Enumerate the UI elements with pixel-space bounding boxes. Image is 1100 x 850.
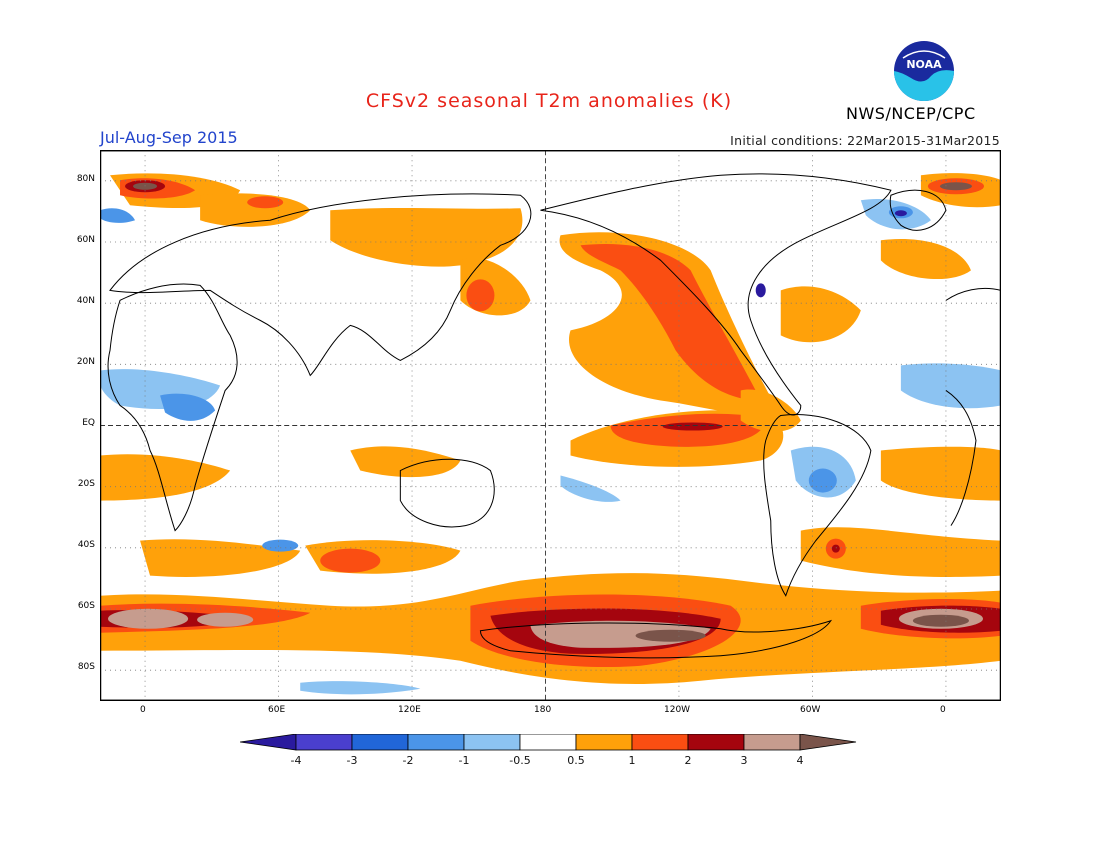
forecast-period: Jul-Aug-Sep 2015 bbox=[100, 128, 238, 147]
lon-label: 60E bbox=[268, 705, 286, 715]
initial-conditions: Initial conditions: 22Mar2015-31Mar2015 bbox=[730, 133, 1000, 148]
legend-swatch bbox=[687, 734, 745, 751]
legend-swatch bbox=[295, 734, 353, 751]
legend-swatches bbox=[240, 734, 857, 751]
coastlines bbox=[107, 173, 1001, 659]
legend-label: -2 bbox=[403, 754, 414, 767]
lon-label: 0 bbox=[940, 705, 946, 715]
lat-label: 60S bbox=[77, 601, 95, 611]
lat-label: 20N bbox=[76, 357, 95, 367]
legend-swatch bbox=[575, 734, 633, 751]
lon-label: 60W bbox=[800, 705, 821, 715]
legend-label: -4 bbox=[291, 754, 302, 767]
legend-label: -3 bbox=[347, 754, 358, 767]
legend-swatch bbox=[351, 734, 409, 751]
legend-labels: -4 -3 -2 -1 -0.5 0.5 1 2 3 4 bbox=[291, 754, 804, 767]
lon-label: 120E bbox=[398, 705, 421, 715]
lon-label: 180 bbox=[534, 705, 552, 715]
legend-label: -1 bbox=[459, 754, 470, 767]
legend-swatch bbox=[743, 734, 801, 751]
lon-label: 0 bbox=[140, 705, 146, 715]
legend-label: 3 bbox=[741, 754, 748, 767]
lon-label-row: 0 60E 120E 180 120W 60W 0 bbox=[0, 705, 1100, 719]
color-legend: -4 -3 -2 -1 -0.5 0.5 1 2 3 4 bbox=[240, 734, 857, 767]
legend-swatch bbox=[463, 734, 521, 751]
lon-label: 120W bbox=[664, 705, 691, 715]
lat-label: 60N bbox=[76, 235, 95, 245]
noaa-logo: NOAA bbox=[894, 41, 954, 101]
anomaly-shading bbox=[100, 173, 1001, 695]
legend-label: 2 bbox=[685, 754, 692, 767]
legend-label: 0.5 bbox=[567, 754, 585, 767]
legend-swatch bbox=[240, 734, 297, 751]
lat-label: 20S bbox=[77, 479, 95, 489]
legend-swatch bbox=[407, 734, 465, 751]
lat-label: 40N bbox=[76, 296, 95, 306]
chart-title: CFSv2 seasonal T2m anomalies (K) bbox=[365, 90, 733, 112]
legend-swatch bbox=[519, 734, 577, 751]
logo-text: NOAA bbox=[906, 58, 942, 71]
lat-label-column: 80N 60N 40N 20N EQ 20S 40S 60S 80S bbox=[60, 174, 95, 672]
agency-label: NWS/NCEP/CPC bbox=[846, 104, 976, 123]
legend-label: 4 bbox=[797, 754, 804, 767]
anomaly-map bbox=[100, 150, 1001, 701]
legend-label: -0.5 bbox=[509, 754, 530, 767]
legend-swatch bbox=[799, 734, 857, 751]
lat-label: 40S bbox=[77, 540, 95, 550]
legend-label: 1 bbox=[629, 754, 636, 767]
lat-label: 80S bbox=[77, 662, 95, 672]
legend-swatch bbox=[631, 734, 689, 751]
lat-label: EQ bbox=[82, 418, 95, 428]
lat-label: 80N bbox=[76, 174, 95, 184]
